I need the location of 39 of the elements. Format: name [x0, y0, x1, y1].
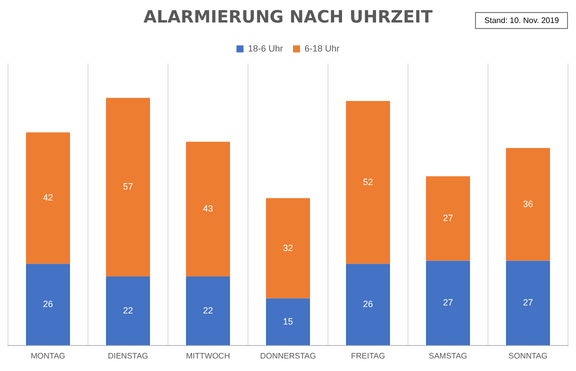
data-label: 15	[282, 316, 294, 326]
bar	[266, 198, 310, 298]
data-label: 27	[442, 298, 454, 308]
data-label: 26	[42, 299, 54, 310]
bar	[186, 142, 230, 276]
bar	[506, 148, 550, 261]
bar	[346, 101, 390, 264]
data-label: 27	[442, 212, 454, 223]
data-label: 42	[42, 192, 54, 203]
x-tick-label: DONNERSTAG	[260, 351, 316, 360]
bar	[426, 176, 470, 261]
bar	[346, 264, 390, 346]
x-tick-label: SAMSTAG	[428, 351, 468, 360]
bar	[426, 260, 470, 346]
x-tick-label: MITTWOCH	[186, 351, 230, 360]
x-tick-label: MONTAG	[30, 351, 66, 360]
data-label: 52	[362, 176, 374, 187]
data-label: 22	[122, 305, 134, 316]
text: Stand: 10. Nov. 2019	[475, 12, 568, 29]
bar	[26, 264, 70, 346]
legend-label: 18-6 Uhr	[248, 43, 284, 54]
x-tick-label: FREITAG	[350, 351, 386, 360]
data-label: 57	[122, 182, 134, 192]
data-label: 22	[202, 305, 214, 316]
bar	[106, 98, 150, 276]
data-label: 32	[282, 242, 294, 253]
bar	[186, 276, 230, 346]
data-label: 43	[202, 204, 214, 214]
data-label: 26	[362, 299, 374, 310]
chart-title: ALARMIERUNG NACH UHRZEIT	[143, 8, 433, 28]
bar	[266, 298, 310, 346]
data-label: 27	[522, 298, 534, 308]
x-tick-label: SONNTAG	[508, 351, 548, 360]
data-label: 36	[522, 198, 534, 209]
bar	[26, 132, 70, 264]
x-tick-label: DIENSTAG	[108, 351, 148, 360]
bar	[106, 276, 150, 346]
bar	[506, 260, 550, 346]
legend-label: 6-18 Uhr	[304, 43, 340, 54]
